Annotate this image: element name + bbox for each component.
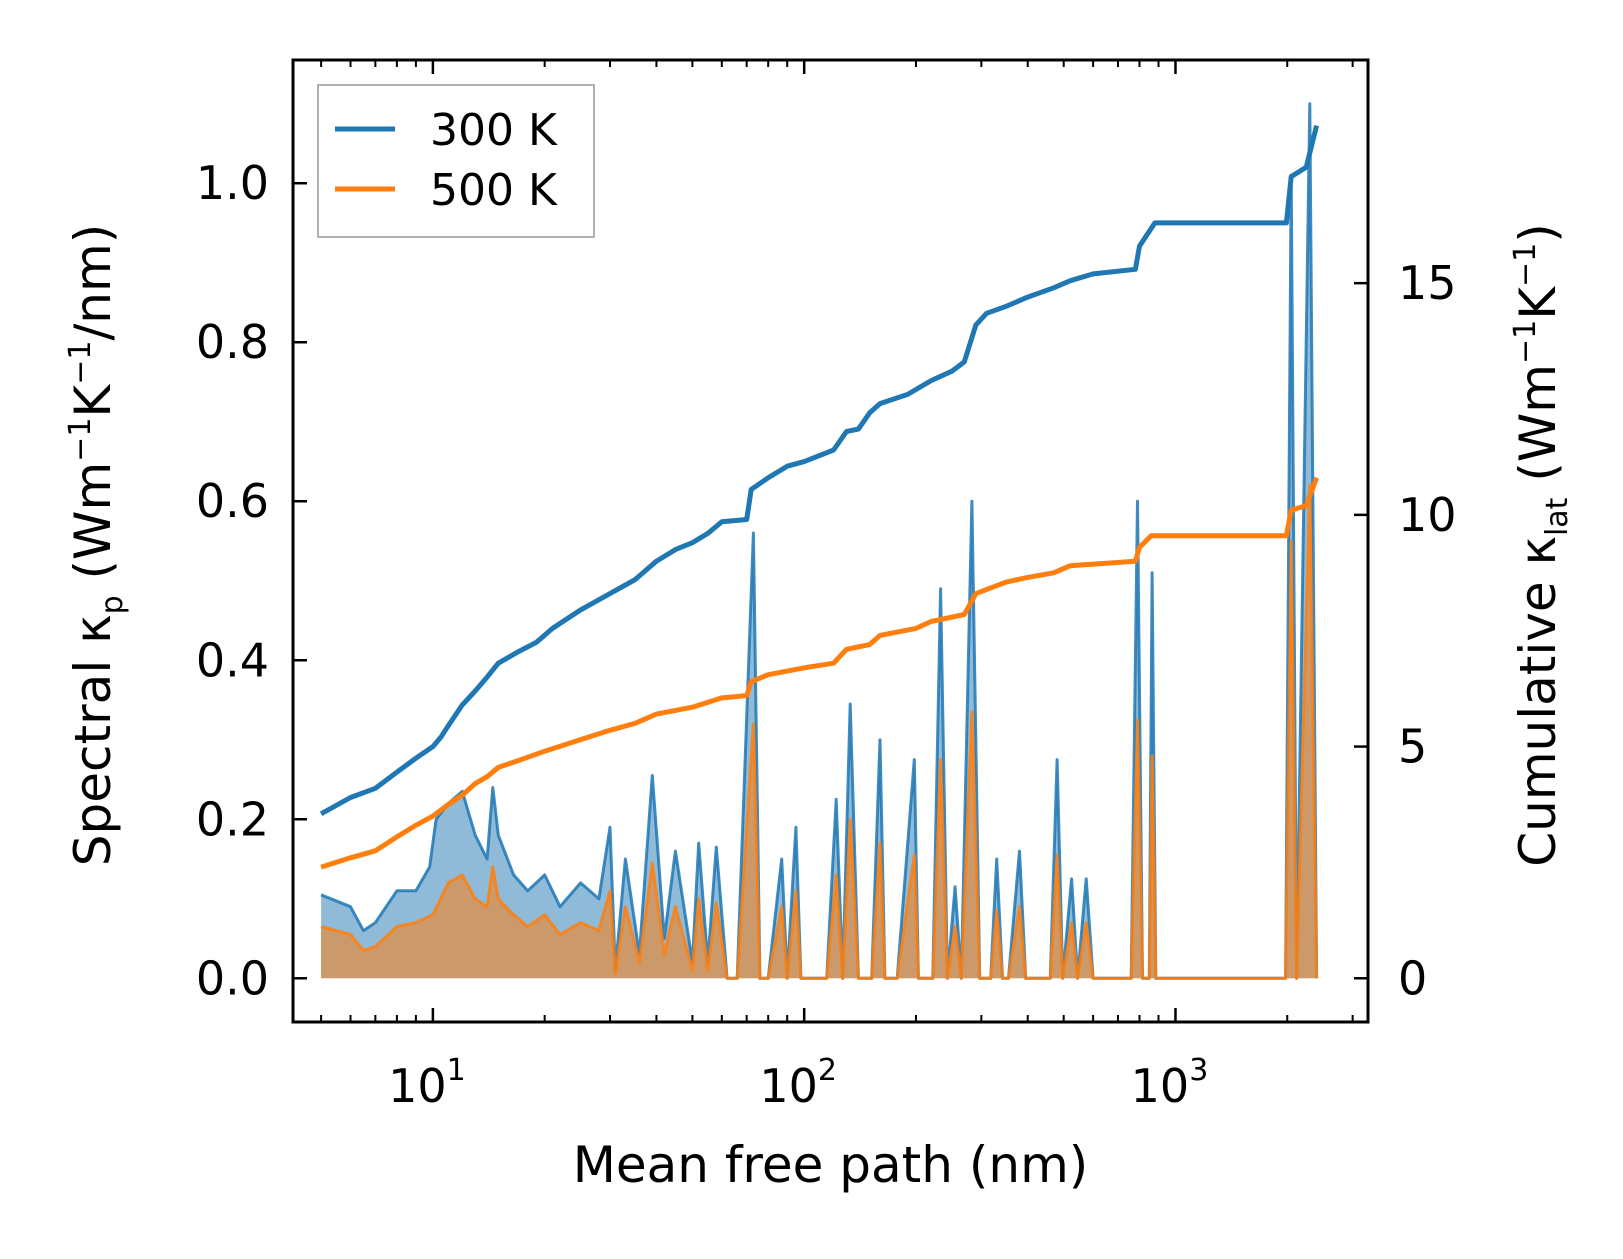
spectral-fill-layer [320,102,1319,980]
spectral-fill-500k [321,485,1317,979]
x-tick-label: 103 [1131,1053,1209,1113]
cumulative-line-layer [319,124,1320,870]
y-left-tick-label: 0.0 [196,951,269,1005]
y-right-axis-label: Cumulative κlat (Wm−1K−1) [1508,223,1575,867]
y-left-tick-label: 0.8 [196,315,269,369]
legend-label: 500 K [430,165,558,216]
y-left-tick-label: 0.6 [196,474,269,528]
x-tick-label: 102 [759,1053,837,1113]
legend-label: 300 K [430,105,558,156]
spectral-line-500k [320,483,1319,980]
y-right-tick-label: 0 [1398,951,1427,1005]
spectral-line-300k [320,102,1319,980]
cumulative-line-500k [320,476,1319,870]
y-right-tick-label: 10 [1398,488,1457,542]
legend: 300 K 500 K [317,84,595,238]
y-left-tick-label: 1.0 [196,156,269,210]
legend-frame [317,84,595,238]
x-axis-label: Mean free path (nm) [573,1136,1089,1194]
plot-frame [291,58,1370,1024]
y-left-tick-label: 0.4 [196,633,269,687]
y-right-tick-label: 5 [1398,720,1427,774]
y-left-axis-label: Spectral κp (Wm−1K−1/nm) [63,224,130,866]
cumulative-line-300k [319,124,1320,816]
y-right-tick-label: 15 [1398,256,1457,310]
spectral-fill-300k [321,103,1317,979]
y-left-tick-label: 0.2 [196,792,269,846]
x-tick-label: 101 [388,1053,466,1113]
axes-layer: 101 102 103 0.0 0.2 0.4 0.6 0.8 1.0 0 5 10 15 Mean fr… [63,58,1575,1194]
